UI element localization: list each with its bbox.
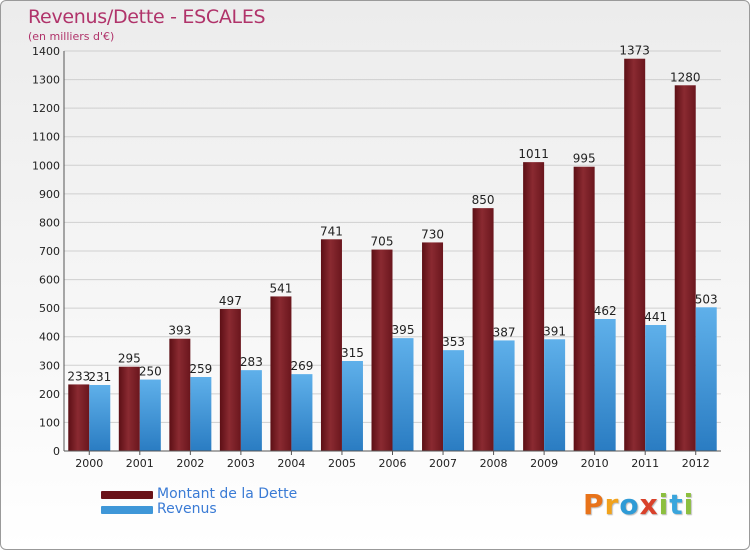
bar-dette <box>422 242 444 451</box>
bar-layer <box>68 58 717 452</box>
y-tick-label: 400 <box>39 331 60 344</box>
legend-item-dette: Montant de la Dette <box>101 487 297 502</box>
legend-swatch-revenus <box>101 505 153 514</box>
data-label-dette: 497 <box>219 294 242 308</box>
bar-revenus <box>544 339 566 451</box>
y-tick-label: 1200 <box>32 102 60 115</box>
bar-dette <box>624 58 646 451</box>
bar-dette <box>320 239 342 451</box>
data-label-revenus: 391 <box>543 324 566 338</box>
x-tick-label: 2005 <box>328 457 356 470</box>
bar-revenus <box>341 361 363 451</box>
y-tick-label: 1400 <box>32 45 60 58</box>
x-tick-label: 2004 <box>277 457 305 470</box>
data-label-dette: 850 <box>472 193 495 207</box>
data-label-revenus: 353 <box>442 335 465 349</box>
bar-dette <box>118 366 140 451</box>
data-label-revenus: 250 <box>139 365 162 379</box>
data-label-revenus: 231 <box>88 370 111 384</box>
y-tick-label: 500 <box>39 302 60 315</box>
x-tick-label: 2001 <box>126 457 154 470</box>
legend-label-revenus: Revenus <box>157 501 217 517</box>
bar-revenus <box>594 319 616 451</box>
data-label-revenus: 269 <box>290 359 313 373</box>
bar-dette <box>270 296 292 451</box>
data-label-dette: 741 <box>320 224 343 238</box>
legend-swatch-dette <box>101 490 153 499</box>
y-tick-label: 1300 <box>32 74 60 87</box>
x-tick-label: 2002 <box>176 457 204 470</box>
bar-revenus <box>493 340 515 451</box>
chart-title: Revenus/Dette - ESCALES <box>28 6 266 28</box>
bar-dette <box>573 166 595 451</box>
bar-revenus <box>240 370 262 451</box>
data-label-revenus: 395 <box>392 323 415 337</box>
data-label-revenus: 503 <box>695 292 718 306</box>
bar-dette <box>169 338 191 451</box>
x-tick-label: 2010 <box>581 457 609 470</box>
bar-revenus <box>190 377 212 451</box>
bar-dette <box>674 85 696 452</box>
legend-item-revenus: Revenus <box>101 502 297 517</box>
data-label-dette: 1373 <box>619 44 650 58</box>
y-tick-label: 700 <box>39 245 60 258</box>
y-tick-label: 300 <box>39 359 60 372</box>
y-tick-label: 1000 <box>32 159 60 172</box>
x-tick-label: 2007 <box>429 457 457 470</box>
bar-dette <box>371 249 393 451</box>
data-label-revenus: 387 <box>493 325 516 339</box>
data-label-dette: 705 <box>371 235 394 249</box>
data-label-dette: 995 <box>573 152 596 166</box>
data-label-dette: 730 <box>421 227 444 241</box>
data-label-dette: 1011 <box>518 147 549 161</box>
bar-revenus <box>645 325 667 451</box>
bar-revenus <box>291 374 313 451</box>
bar-dette <box>219 309 241 451</box>
y-tick-label: 0 <box>53 445 60 458</box>
x-tick-label: 2003 <box>227 457 255 470</box>
data-label-dette: 541 <box>269 281 292 295</box>
data-label-dette: 295 <box>118 352 141 366</box>
bar-revenus <box>695 307 717 451</box>
data-label-revenus: 315 <box>341 346 364 360</box>
data-label-revenus: 441 <box>644 310 667 324</box>
y-tick-label: 1100 <box>32 131 60 144</box>
bar-revenus <box>89 385 111 451</box>
data-label-dette: 233 <box>67 369 90 383</box>
x-tick-label: 2008 <box>480 457 508 470</box>
data-label-revenus: 283 <box>240 355 263 369</box>
y-tick-label: 100 <box>39 416 60 429</box>
chart-subtitle: (en milliers d'€) <box>28 30 115 43</box>
legend-label-dette: Montant de la Dette <box>157 486 298 502</box>
x-tick-label: 2000 <box>75 457 103 470</box>
bar-dette <box>523 162 545 451</box>
data-label-revenus: 259 <box>189 362 212 376</box>
bar-revenus <box>392 338 414 451</box>
axis-layer: 0 100 200 300 400 500 600 700 800 900 1000 1100 1200… <box>32 45 721 470</box>
data-label-revenus: 462 <box>594 304 617 318</box>
x-tick-label: 2006 <box>379 457 407 470</box>
bar-dette <box>68 384 90 451</box>
x-tick-label: 2011 <box>631 457 659 470</box>
data-label-dette: 1280 <box>670 70 701 84</box>
x-tick-label: 2009 <box>530 457 558 470</box>
y-tick-label: 800 <box>39 216 60 229</box>
x-tick-label: 2012 <box>682 457 710 470</box>
bar-revenus <box>443 350 465 451</box>
data-label-dette: 393 <box>168 324 191 338</box>
legend: Montant de la Dette Revenus <box>101 487 297 517</box>
y-tick-label: 900 <box>39 188 60 201</box>
bar-dette <box>472 208 494 451</box>
bar-revenus <box>139 379 161 451</box>
y-tick-label: 200 <box>39 388 60 401</box>
proxiti-logo: Proxiti <box>583 488 695 521</box>
y-tick-label: 600 <box>39 274 60 287</box>
